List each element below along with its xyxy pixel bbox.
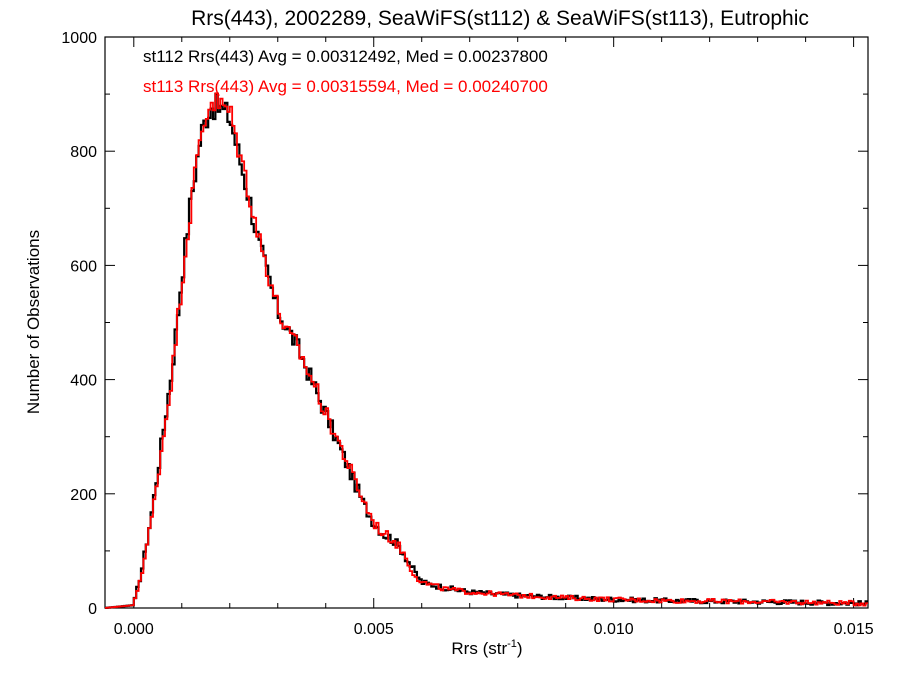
x-axis-label-superscript: -1: [507, 638, 517, 650]
x-axis-label: Rrs (str-1): [451, 638, 522, 658]
y-tick-label: 0: [88, 601, 97, 618]
x-tick-label: 0.005: [354, 621, 394, 638]
series-st112-histogram: [105, 92, 868, 609]
x-tick-label: 0.000: [114, 621, 154, 638]
x-axis: 0.000 0.005 0.010 0.015: [114, 37, 874, 638]
y-tick-label: 800: [70, 144, 97, 161]
y-tick-label: 200: [70, 487, 97, 504]
legend-st112-annotation: st112 Rrs(443) Avg = 0.00312492, Med = 0…: [143, 47, 548, 66]
series-st113-histogram: [105, 92, 868, 609]
chart-title: Rrs(443), 2002289, SeaWiFS(st112) & SeaW…: [191, 7, 809, 30]
y-tick-label: 1000: [61, 30, 97, 47]
y-tick-label: 600: [70, 258, 97, 275]
y-tick-label: 400: [70, 373, 97, 390]
plot-frame: [104, 36, 869, 609]
x-tick-label: 0.015: [834, 621, 874, 638]
y-axis: 0 200 400 600 800 1000: [61, 30, 868, 618]
x-tick-label: 0.010: [594, 621, 634, 638]
y-axis-label: Number of Observations: [24, 230, 43, 414]
x-axis-label-end: ): [517, 639, 523, 658]
series-layer: [105, 92, 868, 609]
legend-st113-annotation: st113 Rrs(443) Avg = 0.00315594, Med = 0…: [143, 77, 548, 96]
x-axis-label-main: Rrs (str: [451, 639, 507, 658]
